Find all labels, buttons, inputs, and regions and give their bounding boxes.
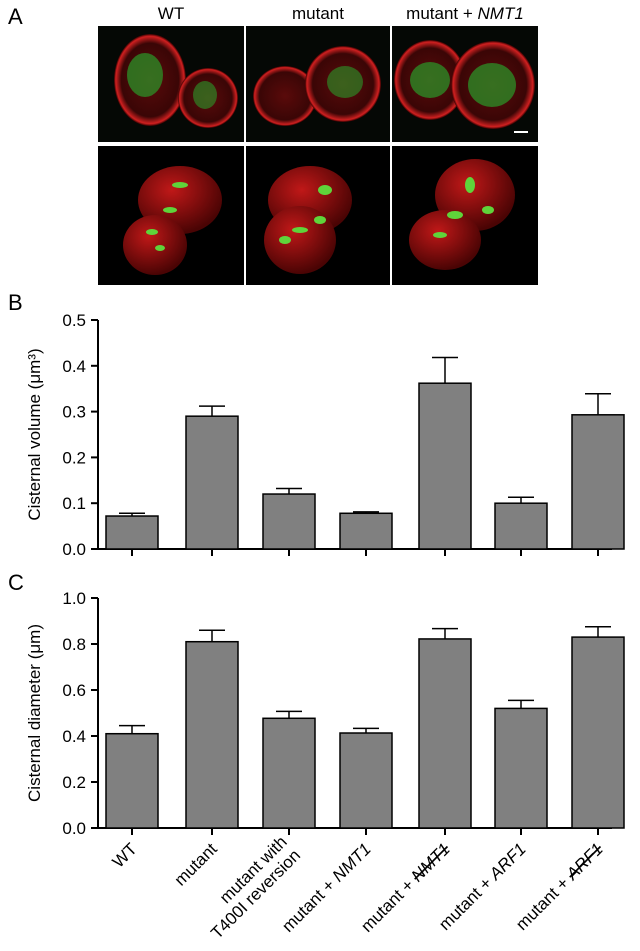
bar — [185, 640, 239, 829]
y-tick-label: 0.1 — [62, 494, 86, 513]
column-header: WT — [158, 4, 184, 23]
panel-label: C — [8, 570, 24, 595]
y-axis-label: Cisternal volume (μm³) — [25, 348, 44, 520]
y-tick-label: 0.8 — [62, 635, 86, 654]
y-tick-label: 0.2 — [62, 773, 86, 792]
bar — [185, 415, 239, 550]
bar — [339, 732, 393, 829]
y-tick-label: 0.0 — [62, 819, 86, 838]
y-tick-label: 0.5 — [62, 311, 86, 330]
bar — [571, 414, 625, 550]
y-tick-label: 1.0 — [62, 589, 86, 608]
y-tick-label: 0.6 — [62, 681, 86, 700]
bar — [494, 502, 548, 550]
panel-label: A — [8, 4, 23, 29]
bar — [494, 707, 548, 829]
micrographs — [98, 26, 538, 285]
y-tick-label: 0.4 — [62, 727, 86, 746]
x-tick-label: mutant — [171, 839, 221, 889]
panel-label: B — [8, 290, 23, 315]
y-tick-label: 0.0 — [62, 540, 86, 559]
bar — [418, 382, 472, 550]
bar — [571, 636, 625, 829]
bar — [262, 717, 316, 829]
bar — [339, 512, 393, 550]
y-tick-label: 0.2 — [62, 448, 86, 467]
bar — [262, 493, 316, 550]
column-header: mutant + NMT1 — [406, 4, 524, 23]
y-tick-label: 0.4 — [62, 357, 86, 376]
x-tick-label: WT — [109, 839, 141, 871]
y-axis-label: Cisternal diameter (μm) — [25, 624, 44, 802]
y-tick-label: 0.3 — [62, 403, 86, 422]
bar — [418, 638, 472, 829]
bar — [105, 732, 159, 829]
bar — [105, 515, 159, 550]
column-header: mutant — [292, 4, 344, 23]
